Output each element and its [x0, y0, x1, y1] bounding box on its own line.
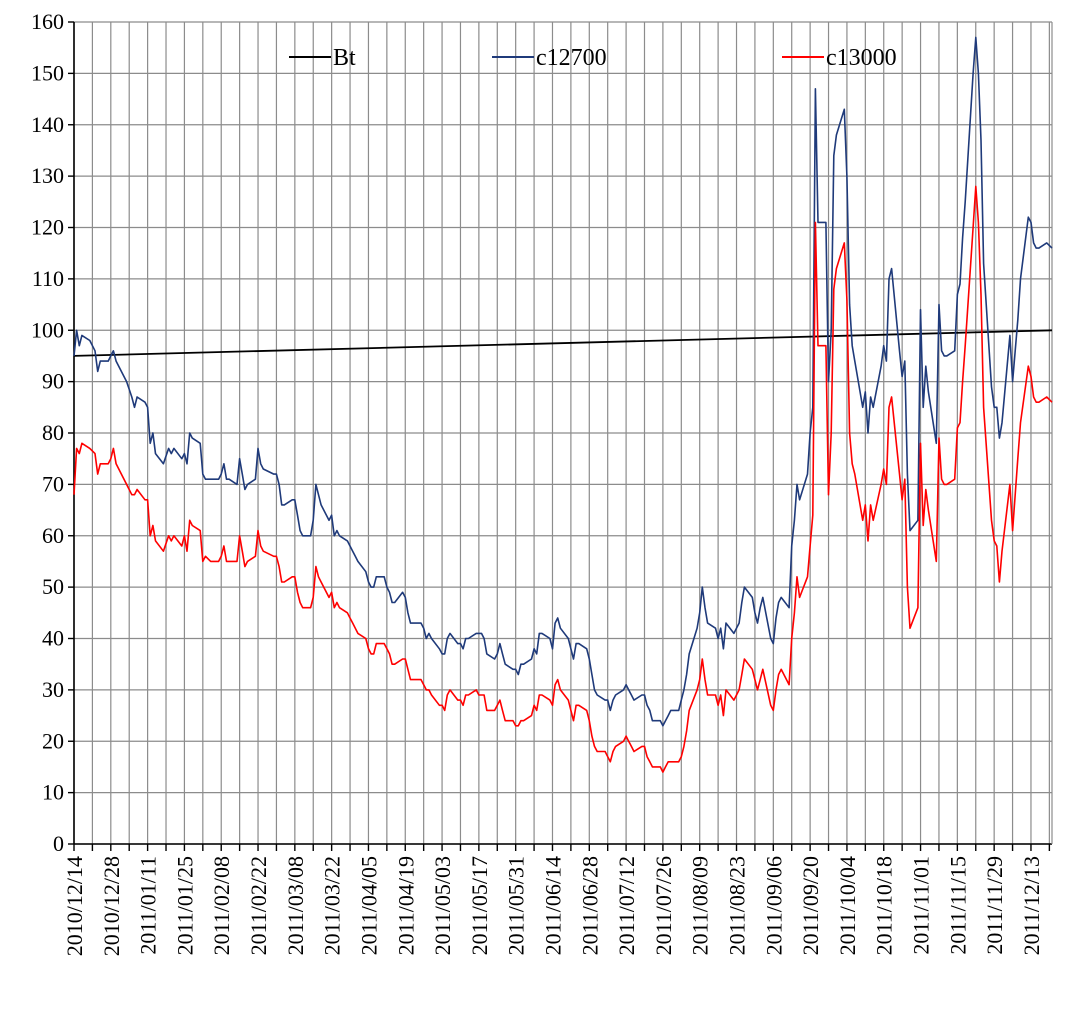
x-tick-label: 2011/03/22 [320, 856, 345, 955]
legend: Bt c12700 c13000 [289, 45, 897, 71]
x-tick-label: 2011/03/08 [283, 856, 308, 955]
x-axis-ticks: 2010/12/14 2010/12/28 2011/01/11 2011/01/25… [62, 844, 1051, 956]
x-tick-label: 2011/11/29 [982, 856, 1007, 955]
x-tick-label: 2011/07/26 [651, 856, 676, 955]
x-tick-label: 2011/01/25 [172, 856, 197, 955]
x-tick-label: 2011/04/05 [356, 856, 381, 955]
series-lines [73, 36, 1053, 773]
y-tick-label: 20 [42, 728, 64, 753]
y-tick-label: 160 [31, 9, 64, 34]
y-tick-label: 110 [32, 266, 64, 291]
x-tick-label: 2011/08/09 [688, 856, 713, 955]
y-tick-label: 120 [31, 215, 64, 240]
y-tick-label: 0 [53, 831, 64, 856]
y-tick-label: 130 [31, 163, 64, 188]
series-line-c13000 [73, 185, 1053, 773]
x-tick-label: 2011/09/20 [798, 856, 823, 955]
legend-label-c12700: c12700 [536, 45, 607, 71]
y-tick-label: 50 [42, 574, 64, 599]
series-line-bt [73, 329, 1053, 357]
x-tick-label: 2011/06/28 [577, 856, 602, 955]
legend-label-bt: Bt [333, 45, 356, 71]
y-tick-label: 40 [42, 626, 64, 651]
y-tick-label: 30 [42, 677, 64, 702]
y-tick-label: 60 [42, 523, 64, 548]
x-tick-label: 2011/04/19 [393, 856, 418, 955]
x-tick-label: 2011/02/08 [209, 856, 234, 955]
x-tick-label: 2011/07/12 [614, 856, 639, 955]
y-axis-ticks: 0 10 20 30 40 50 60 70 80 90 100 110 120 130 140 150 160 [31, 9, 74, 856]
y-tick-label: 140 [31, 112, 64, 137]
y-tick-label: 150 [31, 60, 64, 85]
legend-label-c13000: c13000 [826, 45, 897, 71]
x-tick-label: 2011/05/17 [467, 856, 492, 955]
y-tick-label: 10 [42, 780, 64, 805]
x-tick-label: 2011/08/23 [725, 856, 750, 955]
x-tick-label: 2011/11/15 [945, 856, 970, 955]
gridlines [73, 21, 1052, 845]
x-tick-label: 2011/05/31 [504, 856, 529, 955]
x-tick-label: 2011/02/22 [246, 856, 271, 955]
x-tick-label: 2010/12/14 [62, 856, 87, 956]
x-tick-label: 2011/11/01 [909, 856, 934, 955]
series-line-c12700 [73, 36, 1053, 727]
x-tick-label: 2011/12/13 [1019, 856, 1044, 955]
y-tick-label: 70 [42, 471, 64, 496]
x-tick-label: 2011/10/18 [872, 856, 897, 955]
x-tick-label: 2011/09/06 [761, 856, 786, 955]
y-tick-label: 100 [31, 317, 64, 342]
y-tick-label: 90 [42, 369, 64, 394]
x-tick-label: 2011/10/04 [835, 856, 860, 955]
x-tick-label: 2010/12/28 [99, 856, 124, 956]
x-tick-label: 2011/06/14 [540, 856, 565, 955]
y-tick-label: 80 [42, 420, 64, 445]
x-tick-label: 2011/01/11 [136, 856, 161, 955]
x-tick-label: 2011/05/03 [430, 856, 455, 955]
